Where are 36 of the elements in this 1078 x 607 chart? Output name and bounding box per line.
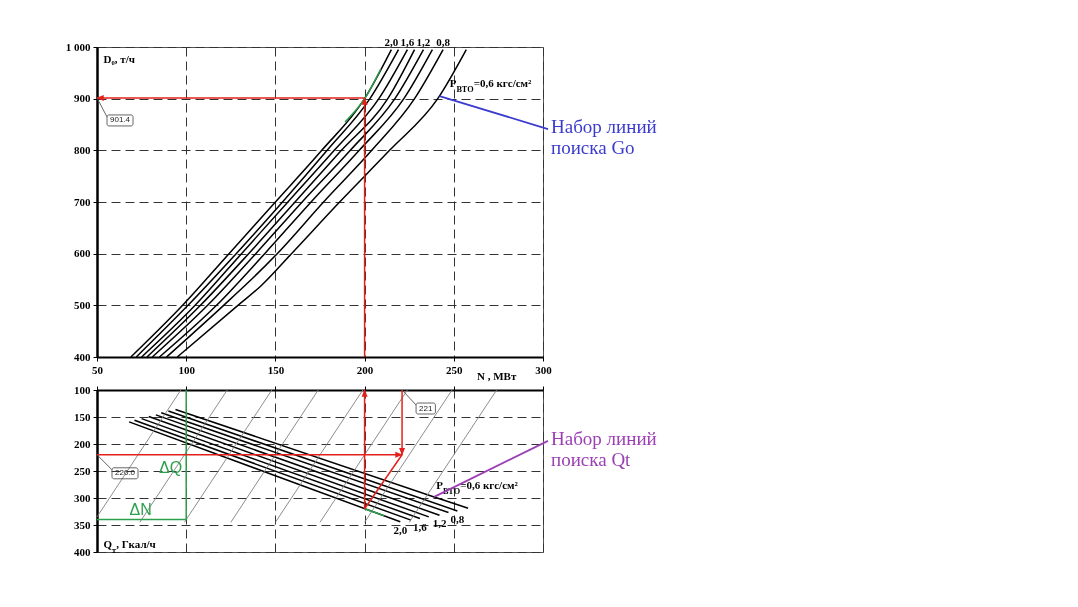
x-tick-label: 150 [267,363,285,376]
y-tick-label: 400 [74,350,91,363]
annotation: 901.4 [110,115,131,125]
y-axis-title: Q$_{т}$, Гкал/ч [103,537,156,554]
y-axis-title: D₀, т/ч [103,52,135,65]
series-label: 1,2 [416,35,431,48]
y-tick-label: 900 [74,92,91,105]
y-tick-label: 600 [74,247,91,260]
x-tick-label: 50 [92,363,104,376]
annotation: ΔN [129,500,152,518]
x-tick-label: 200 [356,363,374,376]
annotation: Набор линий поиска Go [551,116,657,159]
series-label: 2,0 [384,35,399,48]
x-tick-label: 100 [178,363,196,376]
y-tick-label: 350 [74,518,91,531]
y-tick-label: 300 [74,491,91,504]
annotation: 221 [419,403,433,413]
x-tick-label: 250 [446,363,464,376]
y-tick-label: 100 [74,383,91,396]
series-label: 1,6 [413,520,428,533]
series-label: 1,6 [400,35,415,48]
series-label: P$_{ВТО}$=0,6 кгс/см² [449,76,533,94]
annotation: ΔQ [159,459,183,476]
y-tick-label: 800 [74,143,91,156]
y-tick-label: 150 [74,410,91,423]
y-tick-label: 400 [74,545,91,558]
series-label: 0,8 [436,35,451,48]
y-tick-label: 200 [74,437,91,450]
x-tick-label: 300 [535,363,553,376]
series-label: 2,0 [393,523,408,536]
x-axis-title: N , МВт [477,369,517,382]
y-tick-label: 250 [74,464,91,477]
y-tick-label: 700 [74,195,91,208]
y-tick-label: 1 000 [65,40,91,53]
annotation: Набор линий поиска Qt [551,427,657,470]
y-tick-label: 500 [74,298,91,311]
